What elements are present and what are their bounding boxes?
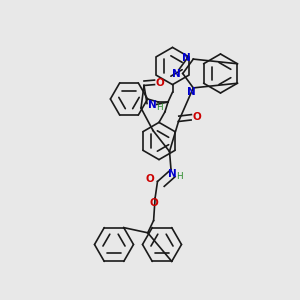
Text: N: N	[188, 86, 196, 97]
Text: N: N	[148, 100, 157, 110]
Text: N: N	[182, 52, 191, 63]
Text: N: N	[168, 169, 177, 179]
Text: H: H	[156, 103, 162, 112]
Text: O: O	[192, 112, 201, 122]
Text: O: O	[155, 77, 164, 88]
Text: N: N	[172, 68, 181, 79]
Text: H: H	[176, 172, 183, 181]
Text: O: O	[146, 173, 154, 184]
Text: O: O	[149, 197, 158, 208]
